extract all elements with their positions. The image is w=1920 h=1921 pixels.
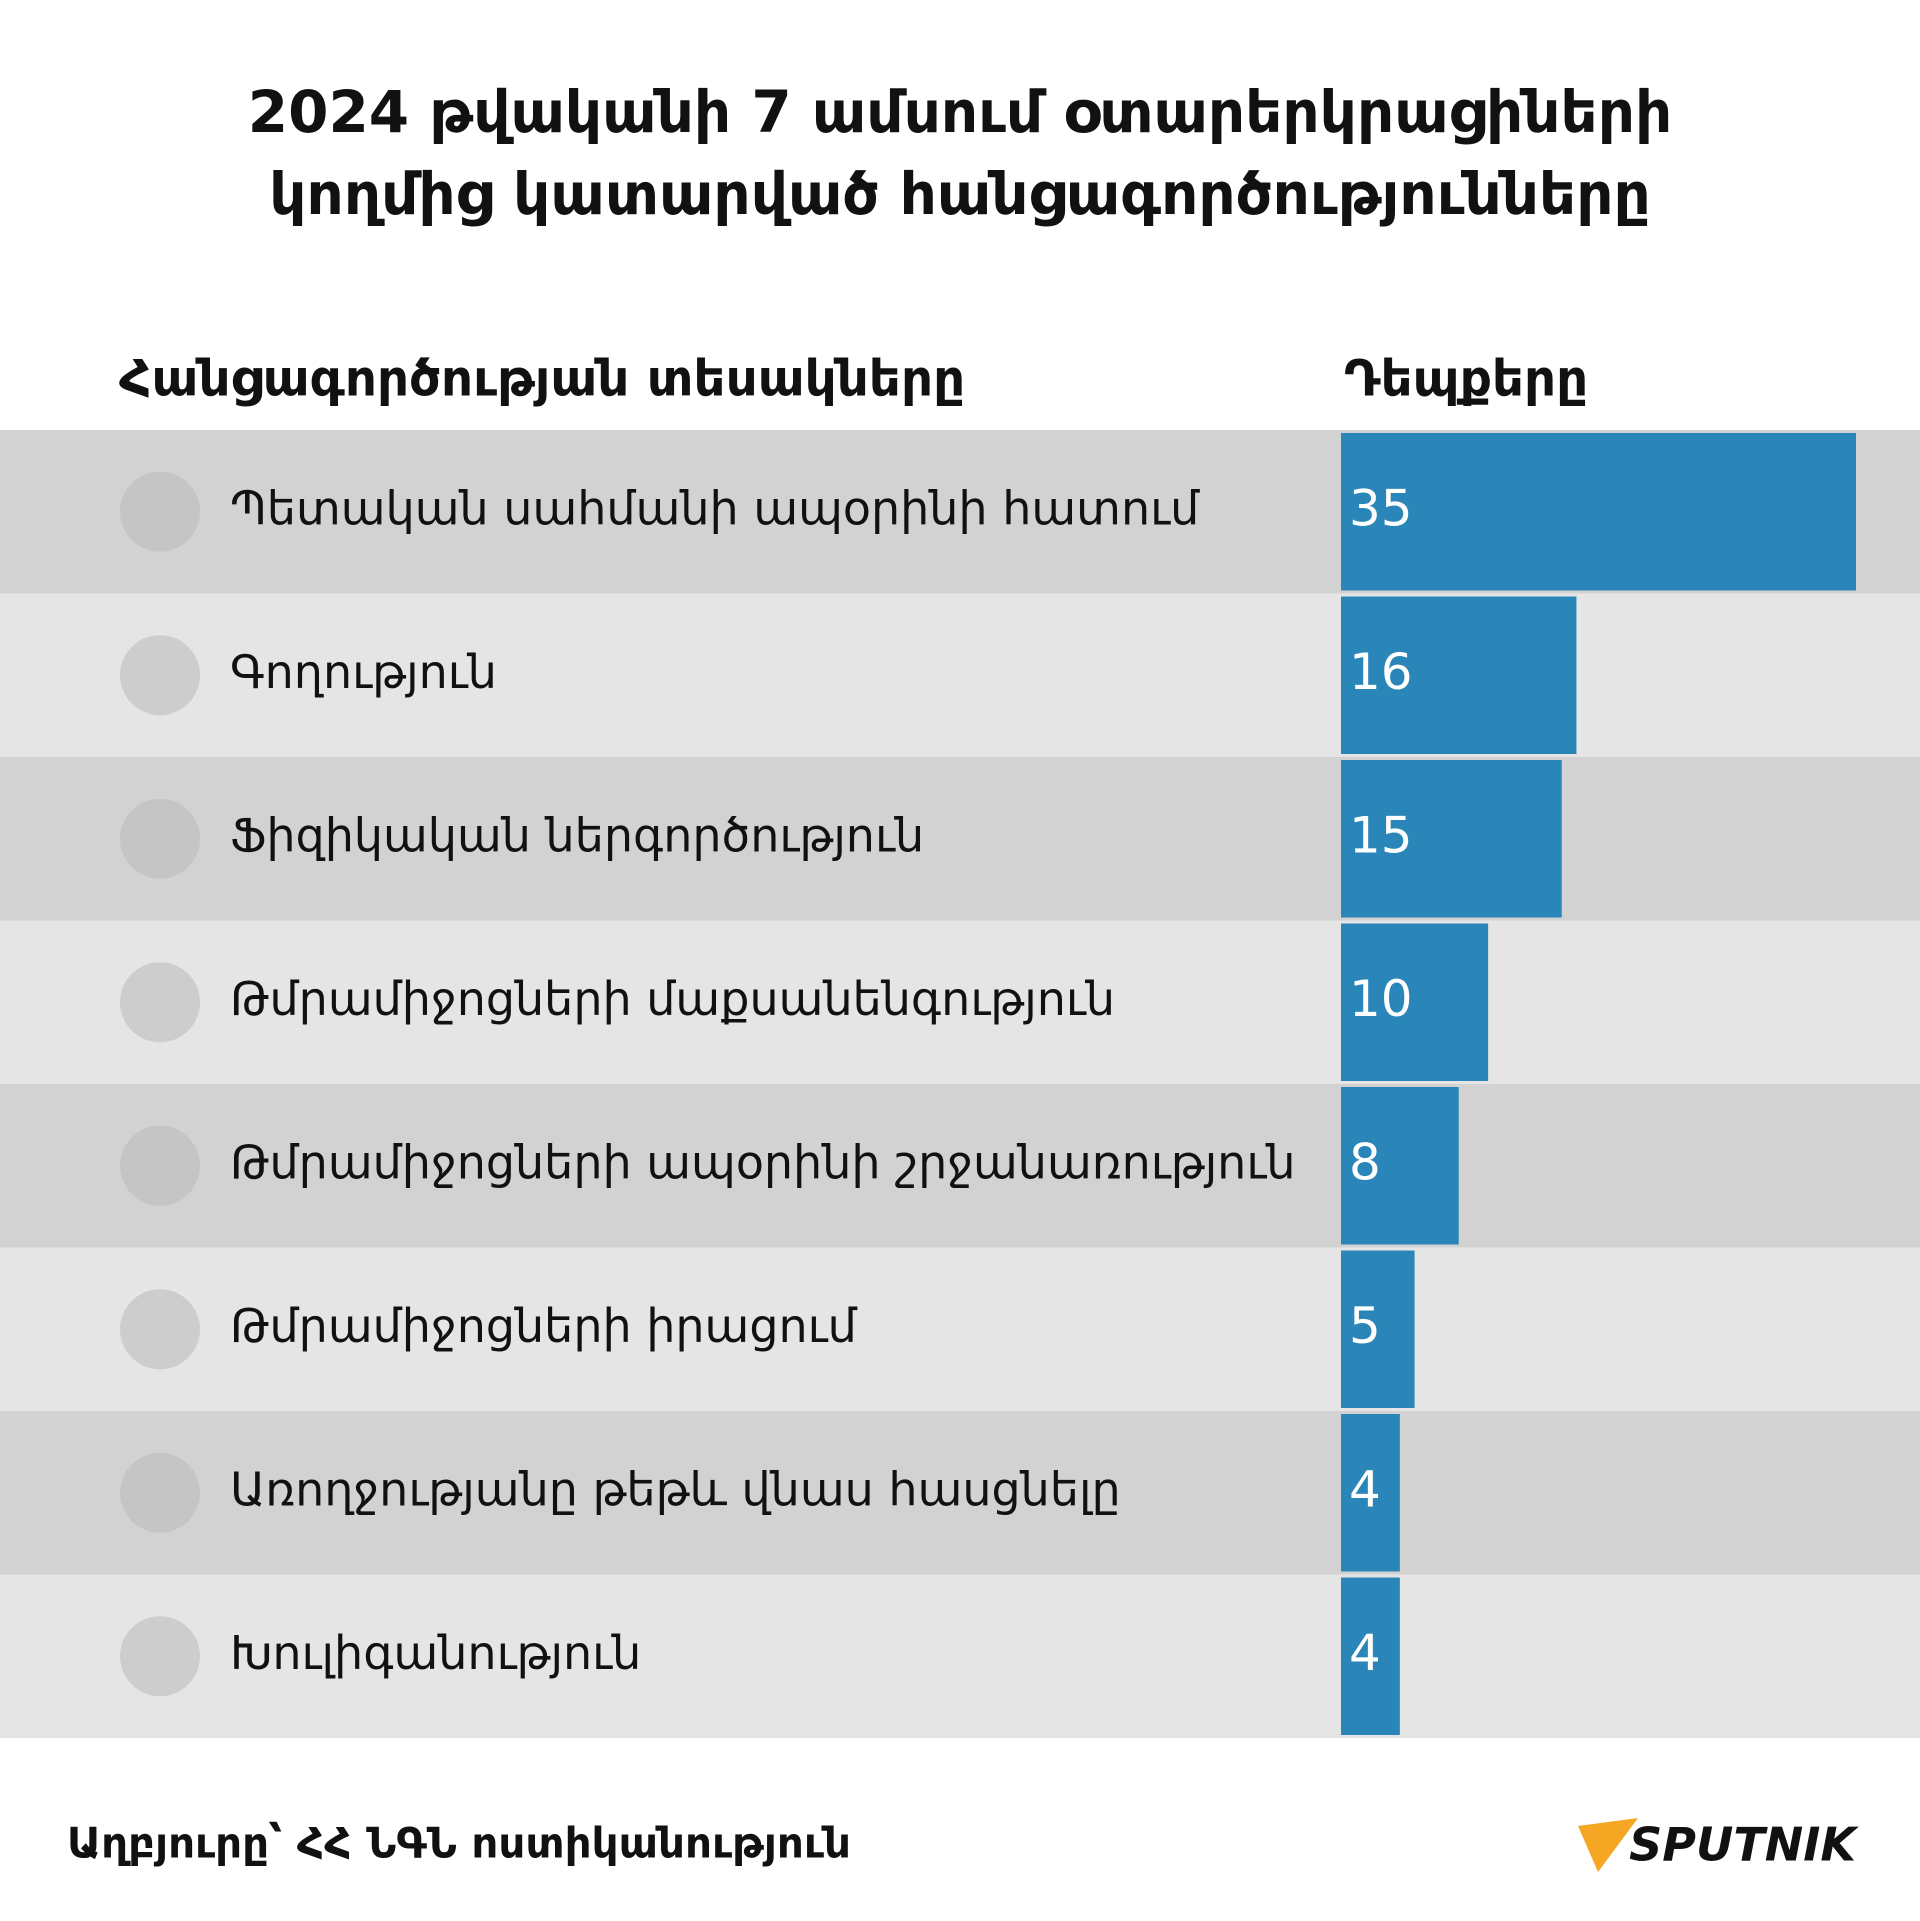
row-background bbox=[0, 1574, 1920, 1738]
title-line: 2024 թվականի 7 ամսում օտարերկրացիների bbox=[248, 78, 1673, 146]
value-label: 16 bbox=[1349, 643, 1413, 701]
value-label: 4 bbox=[1349, 1460, 1381, 1518]
category-label: Գողություն bbox=[230, 645, 497, 699]
value-label: 35 bbox=[1349, 479, 1413, 537]
value-header: Դեպքերը bbox=[1344, 350, 1588, 408]
icon bbox=[120, 798, 200, 879]
category-header: Հանցագործության տեսակները bbox=[119, 350, 965, 408]
value-label: 5 bbox=[1349, 1297, 1381, 1355]
logo-mark bbox=[1578, 1818, 1638, 1872]
rows: Պետական սահմանի ապօրինի հատում 35 Գողությո… bbox=[0, 430, 1920, 1738]
bar bbox=[1341, 596, 1577, 754]
row-background bbox=[0, 1411, 1920, 1575]
category-label: Թմրամիջոցների մաքսանենգություն bbox=[230, 972, 1115, 1026]
icon bbox=[120, 635, 200, 716]
icon bbox=[120, 1289, 200, 1370]
icon bbox=[120, 1125, 200, 1206]
icon bbox=[120, 471, 200, 552]
value-label: 10 bbox=[1349, 970, 1413, 1028]
row-background bbox=[0, 757, 1920, 921]
row-background bbox=[0, 920, 1920, 1084]
value-label: 8 bbox=[1349, 1133, 1381, 1191]
icon bbox=[120, 962, 200, 1043]
logo: SPUTNIK bbox=[1629, 1818, 1859, 1872]
bar bbox=[1341, 1414, 1400, 1572]
title-line: կողմից կատարված հանցագործությունները bbox=[269, 160, 1650, 228]
bar bbox=[1341, 433, 1856, 591]
category-label: Թմրամիջոցների ապօրինի շրջանառություն bbox=[230, 1135, 1295, 1189]
category-label: Ֆիզիկական ներգործություն bbox=[230, 808, 924, 862]
value-label: 15 bbox=[1349, 806, 1413, 864]
row-background bbox=[0, 1084, 1920, 1248]
category-label: Խուլիգանություն bbox=[230, 1626, 641, 1680]
bar bbox=[1341, 1577, 1400, 1735]
category-label: Թմրամիջոցների իրացում bbox=[230, 1299, 858, 1353]
source: Աղբյուրը՝ ՀՀ ՆԳՆ ոստիկանություն bbox=[67, 1819, 851, 1868]
bar bbox=[1341, 760, 1562, 918]
bar bbox=[1341, 923, 1489, 1081]
category-label: Պետական սահմանի ապօրինի հատում bbox=[230, 481, 1200, 535]
bar bbox=[1341, 1250, 1415, 1408]
icon bbox=[120, 1616, 200, 1697]
row-background bbox=[0, 1247, 1920, 1411]
value-label: 4 bbox=[1349, 1624, 1381, 1682]
icon bbox=[120, 1452, 200, 1533]
bar bbox=[1341, 1087, 1459, 1245]
row-background bbox=[0, 593, 1920, 757]
category-label: Առողջությանը թեթև վնաս հասցնելը bbox=[230, 1462, 1121, 1516]
